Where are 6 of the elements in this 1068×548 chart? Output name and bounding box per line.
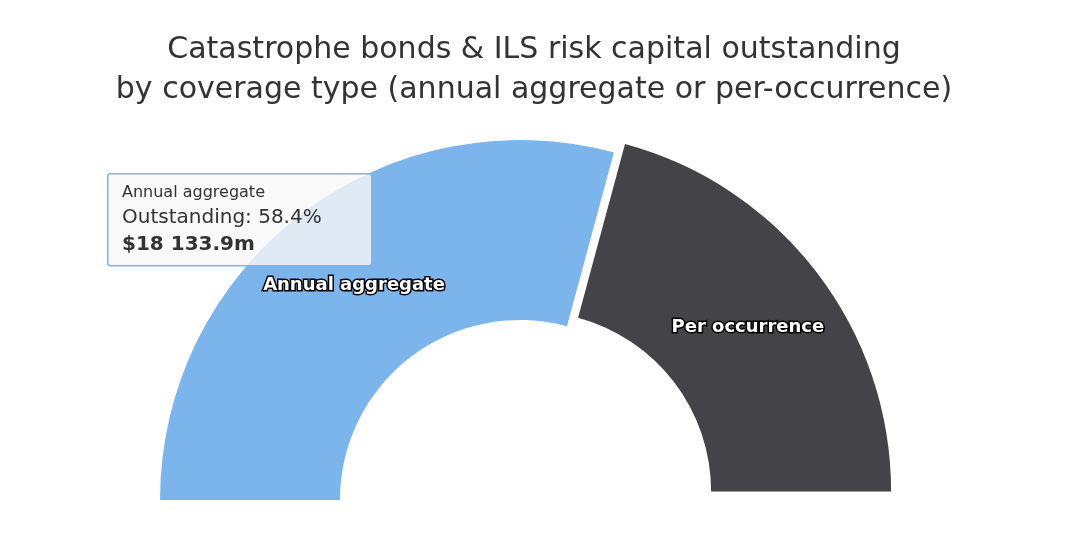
slice-label: Annual aggregate bbox=[263, 272, 445, 294]
text: Outstanding: 58.4% bbox=[122, 204, 322, 228]
chart-title: Catastrophe bonds & ILS risk capital outstanding by coverage type (annual aggregate or per-occurrence) bbox=[115, 29, 953, 105]
text: Annual aggregate bbox=[122, 181, 265, 201]
slice-label: Per occurrence bbox=[671, 315, 825, 337]
text: $18 133.9m bbox=[122, 231, 255, 255]
